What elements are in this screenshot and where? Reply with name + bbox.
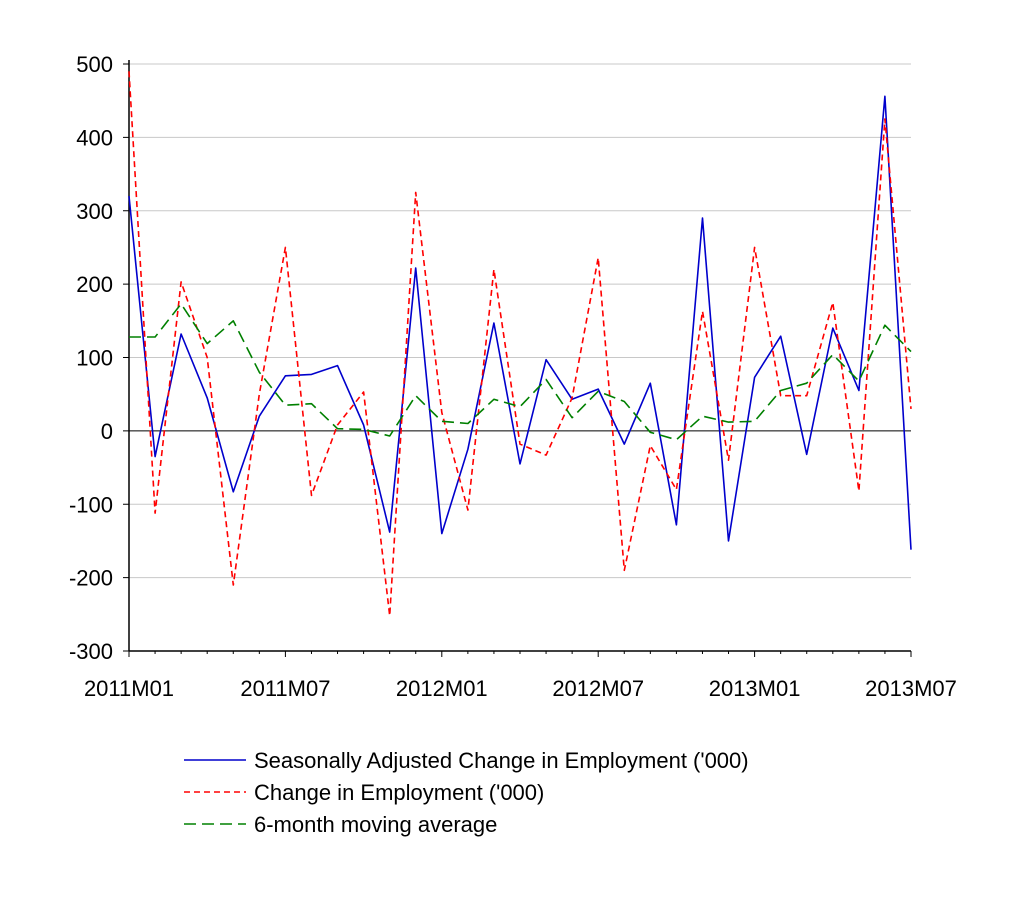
y-tick-label: 0 [101, 419, 113, 444]
y-tick-label: 500 [76, 52, 113, 77]
x-tick-label: 2013M07 [865, 676, 957, 701]
y-tick-label: 300 [76, 199, 113, 224]
series-line-2 [128, 71, 912, 617]
y-tick-label: 200 [76, 272, 113, 297]
legend-label-1: Seasonally Adjusted Change in Employment… [254, 748, 749, 773]
y-tick-label: -100 [69, 492, 113, 517]
legend: Seasonally Adjusted Change in Employment… [184, 748, 749, 837]
x-tick-label: 2011M01 [84, 676, 174, 701]
x-tick-label: 2012M07 [552, 676, 644, 701]
series-line-1 [128, 95, 912, 550]
x-tick-label: 2012M01 [396, 676, 488, 701]
y-tick-label: -200 [69, 566, 113, 591]
tick-labels: -300 -200 -100 0 100 200 300 400 500 2011M01 2011M… [69, 52, 957, 701]
series-lines [128, 71, 912, 617]
legend-label-2: Change in Employment ('000) [254, 780, 544, 805]
x-tick-label: 2013M01 [709, 676, 801, 701]
y-tick-label: 400 [76, 125, 113, 150]
gridlines [129, 63, 911, 579]
axes [123, 60, 912, 657]
series-line-3 [129, 303, 912, 441]
y-tick-label: -300 [69, 639, 113, 664]
x-tick-label: 2011M07 [240, 676, 330, 701]
y-tick-label: 100 [76, 346, 113, 371]
legend-label-3: 6-month moving average [254, 812, 497, 837]
